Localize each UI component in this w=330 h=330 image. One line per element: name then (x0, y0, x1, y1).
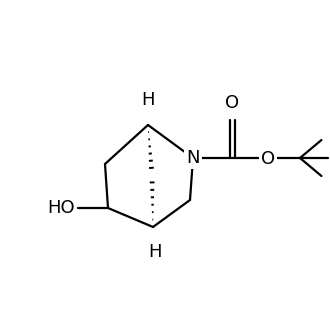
Text: O: O (261, 150, 275, 168)
Text: H: H (141, 91, 155, 109)
Text: O: O (225, 94, 239, 112)
Text: N: N (186, 149, 200, 167)
Text: HO: HO (48, 199, 75, 217)
Text: H: H (148, 243, 162, 261)
